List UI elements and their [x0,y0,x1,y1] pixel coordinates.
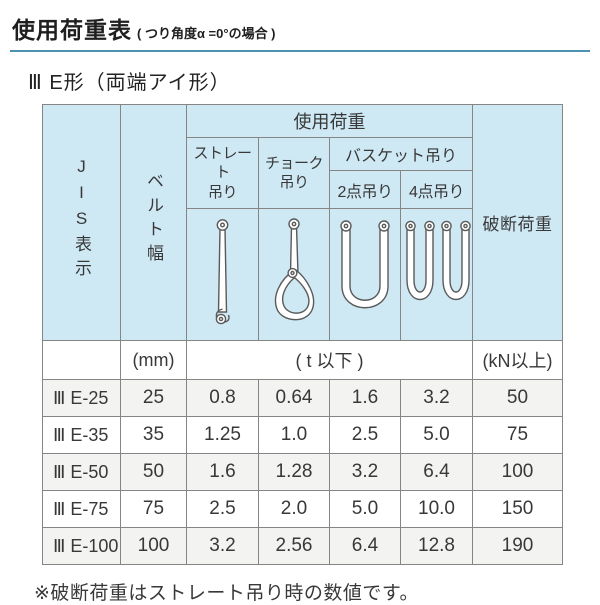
straight-load-value: 2.5 [186,490,259,528]
straight-hitch-icon-cell [186,208,259,341]
belt-width-value: 50 [120,453,187,491]
units-empty-cell [42,340,121,380]
jis-code: Ⅲ E-35 [42,416,121,454]
choke-sling-icon [274,217,315,320]
belt-width-value: 100 [120,527,187,565]
jis-code: Ⅲ E-100 [42,527,121,565]
page-header: 使用荷重表 ( つり角度α =0°の場合 ) [0,0,600,45]
breaking-load-header-label: 破断荷重 [482,215,553,234]
units-tons: ( t 以下 ) [186,340,473,380]
belt-width-value: 75 [120,490,187,528]
choke-load-value: 0.64 [258,379,330,417]
table-row: Ⅲ E-35 35 1.25 1.0 2.5 5.0 75 [42,416,563,454]
basket-2point-sling-icon [340,219,390,308]
jis-code: Ⅲ E-50 [42,453,121,491]
basket2-load-value: 6.4 [329,527,401,565]
title-underline [10,50,590,52]
straight-load-value: 1.25 [186,416,259,454]
basket-4point-icon-cell [400,208,473,341]
basket-2point-icon-cell [329,208,401,341]
units-kn: (kN以上) [472,340,563,380]
breaking-load-value: 150 [472,490,563,528]
belt-width-column-header-label: ベルト幅 [144,172,163,268]
breaking-load-value: 100 [472,453,563,491]
basket4-load-value: 10.0 [400,490,473,528]
units-mm: (mm) [120,340,187,380]
basket-4point-sling-icon [405,220,471,300]
basket4-load-value: 3.2 [400,379,473,417]
jis-code: Ⅲ E-75 [42,490,121,528]
section-subtitle: Ⅲ E形（両端アイ形） [28,72,231,94]
table-row: Ⅲ E-50 50 1.6 1.28 3.2 6.4 100 [42,453,563,491]
basket2-load-value: 1.6 [329,379,401,417]
straight-load-value: 3.2 [186,527,259,565]
basket-2point-header: 2点吊り [329,170,401,209]
choke-load-value: 1.28 [258,453,330,491]
page-title: 使用荷重表 [12,17,132,43]
straight-load-value: 0.8 [186,379,259,417]
basket-4point-header: 4点吊り [400,170,473,209]
basket4-load-value: 12.8 [400,527,473,565]
choke-hitch-icon-cell [258,208,330,341]
breaking-load-value: 50 [472,379,563,417]
basket2-load-value: 5.0 [329,490,401,528]
basket-hitch-header: バスケット吊り [329,137,473,171]
page-title-note: ( つり角度α =0°の場合 ) [137,26,276,41]
choke-load-value: 1.0 [258,416,330,454]
straight-load-value: 1.6 [186,453,259,491]
load-capacity-table: JIS表示 ベルト幅 使用荷重 破断荷重 ストレート 吊り チョーク 吊り バス… [42,104,563,565]
belt-width-value: 35 [120,416,187,454]
belt-width-value: 25 [120,379,187,417]
straight-sling-icon [215,218,230,324]
basket4-load-value: 5.0 [400,416,473,454]
footnote: ※破断荷重はストレート吊り時の数値です。 [34,583,420,604]
usage-load-header: 使用荷重 [186,104,473,138]
basket2-load-value: 2.5 [329,416,401,454]
choke-load-value: 2.0 [258,490,330,528]
table-row: Ⅲ E-75 75 2.5 2.0 5.0 10.0 150 [42,490,563,528]
jis-code: Ⅲ E-25 [42,379,121,417]
choke-load-value: 2.56 [258,527,330,565]
table-row: Ⅲ E-100 100 3.2 2.56 6.4 12.8 190 [42,527,563,565]
breaking-load-value: 75 [472,416,563,454]
choke-hitch-header: チョーク 吊り [258,137,330,209]
table-row: Ⅲ E-25 25 0.8 0.64 1.6 3.2 50 [42,379,563,417]
basket2-load-value: 3.2 [329,453,401,491]
straight-hitch-header: ストレート 吊り [186,137,259,209]
belt-width-column-header: ベルト幅 [120,104,187,341]
breaking-load-header: 破断荷重 [472,104,563,341]
basket4-load-value: 6.4 [400,453,473,491]
jis-column-header: JIS表示 [42,104,121,341]
jis-column-header-label: JIS表示 [72,157,91,283]
breaking-load-value: 190 [472,527,563,565]
